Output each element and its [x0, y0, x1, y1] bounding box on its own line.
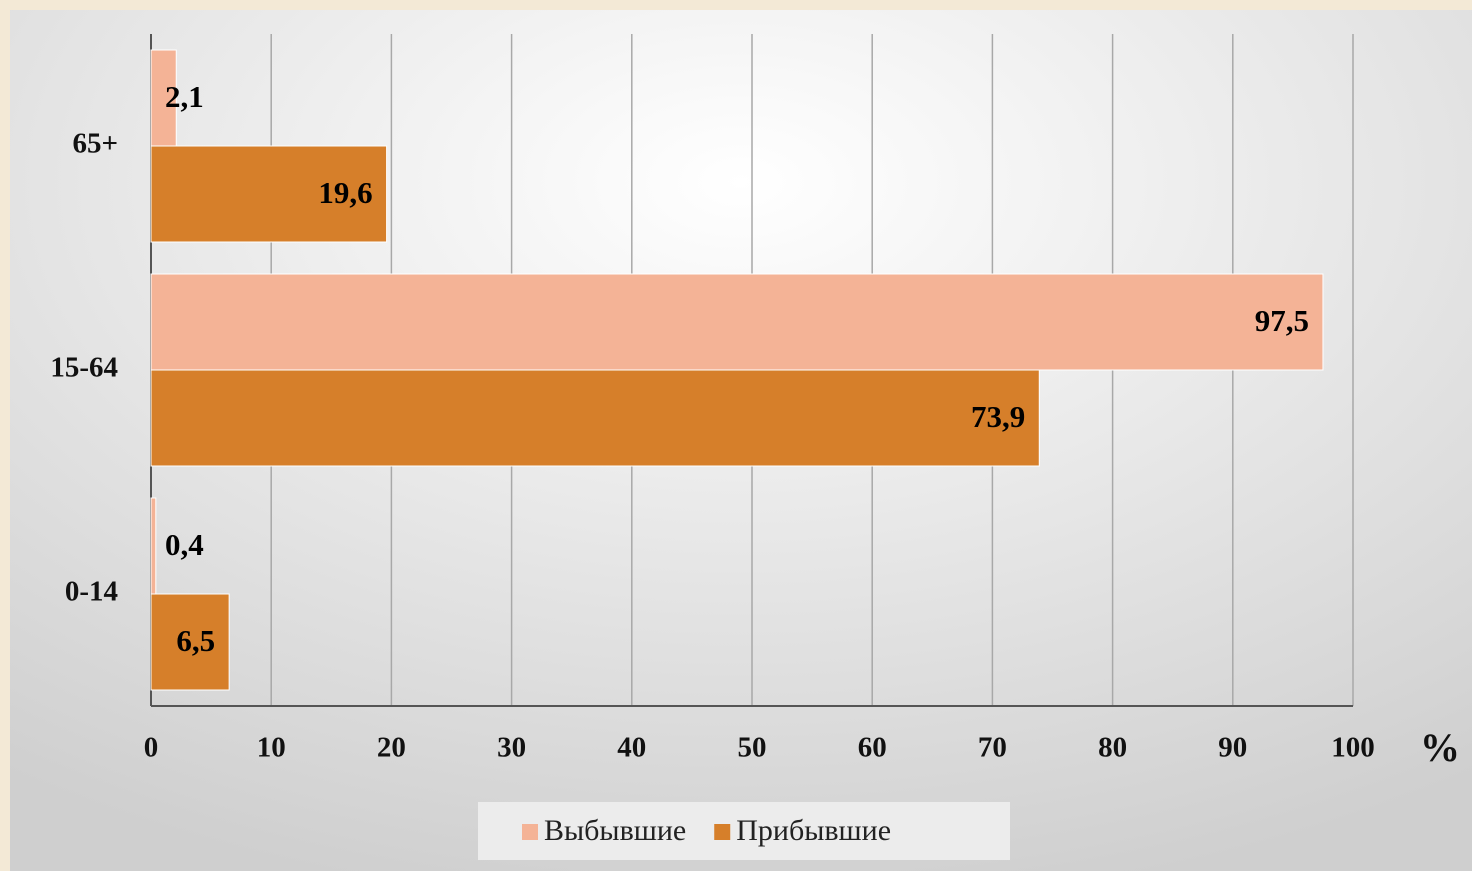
- data-label: 6,5: [176, 623, 215, 658]
- data-label: 2,1: [165, 79, 204, 114]
- x-tick-label: 40: [617, 732, 646, 764]
- x-tick-label: 30: [497, 732, 526, 764]
- x-tick-label: 100: [1331, 732, 1375, 764]
- data-label: 73,9: [971, 399, 1025, 434]
- x-tick-label: 0: [144, 732, 159, 764]
- legend-box: [478, 802, 1010, 860]
- bar: [150, 273, 1324, 371]
- x-tick-label: 10: [257, 732, 286, 764]
- x-tick-label: 70: [978, 732, 1007, 764]
- x-tick-label: 60: [858, 732, 887, 764]
- bar: [150, 497, 157, 595]
- bar: [150, 145, 388, 243]
- x-axis-label: %: [1420, 725, 1460, 770]
- legend-swatch: [522, 824, 538, 840]
- data-label: 97,5: [1255, 303, 1309, 338]
- y-tick-label: 15-64: [50, 352, 118, 384]
- bar: [150, 49, 177, 147]
- legend-label: Прибывшие: [736, 814, 891, 847]
- x-tick-label: 90: [1218, 732, 1247, 764]
- x-tick-label: 20: [377, 732, 406, 764]
- bar: [150, 593, 230, 691]
- bar: [150, 369, 1040, 467]
- y-tick-label: 65+: [72, 128, 118, 160]
- legend-swatch: [714, 824, 731, 840]
- y-tick-label: 0-14: [65, 576, 118, 608]
- x-tick-label: 80: [1098, 732, 1127, 764]
- data-label: 19,6: [318, 175, 372, 210]
- data-label: 0,4: [165, 527, 204, 562]
- legend-label: Выбывшие: [544, 814, 686, 847]
- x-tick-label: 50: [738, 732, 767, 764]
